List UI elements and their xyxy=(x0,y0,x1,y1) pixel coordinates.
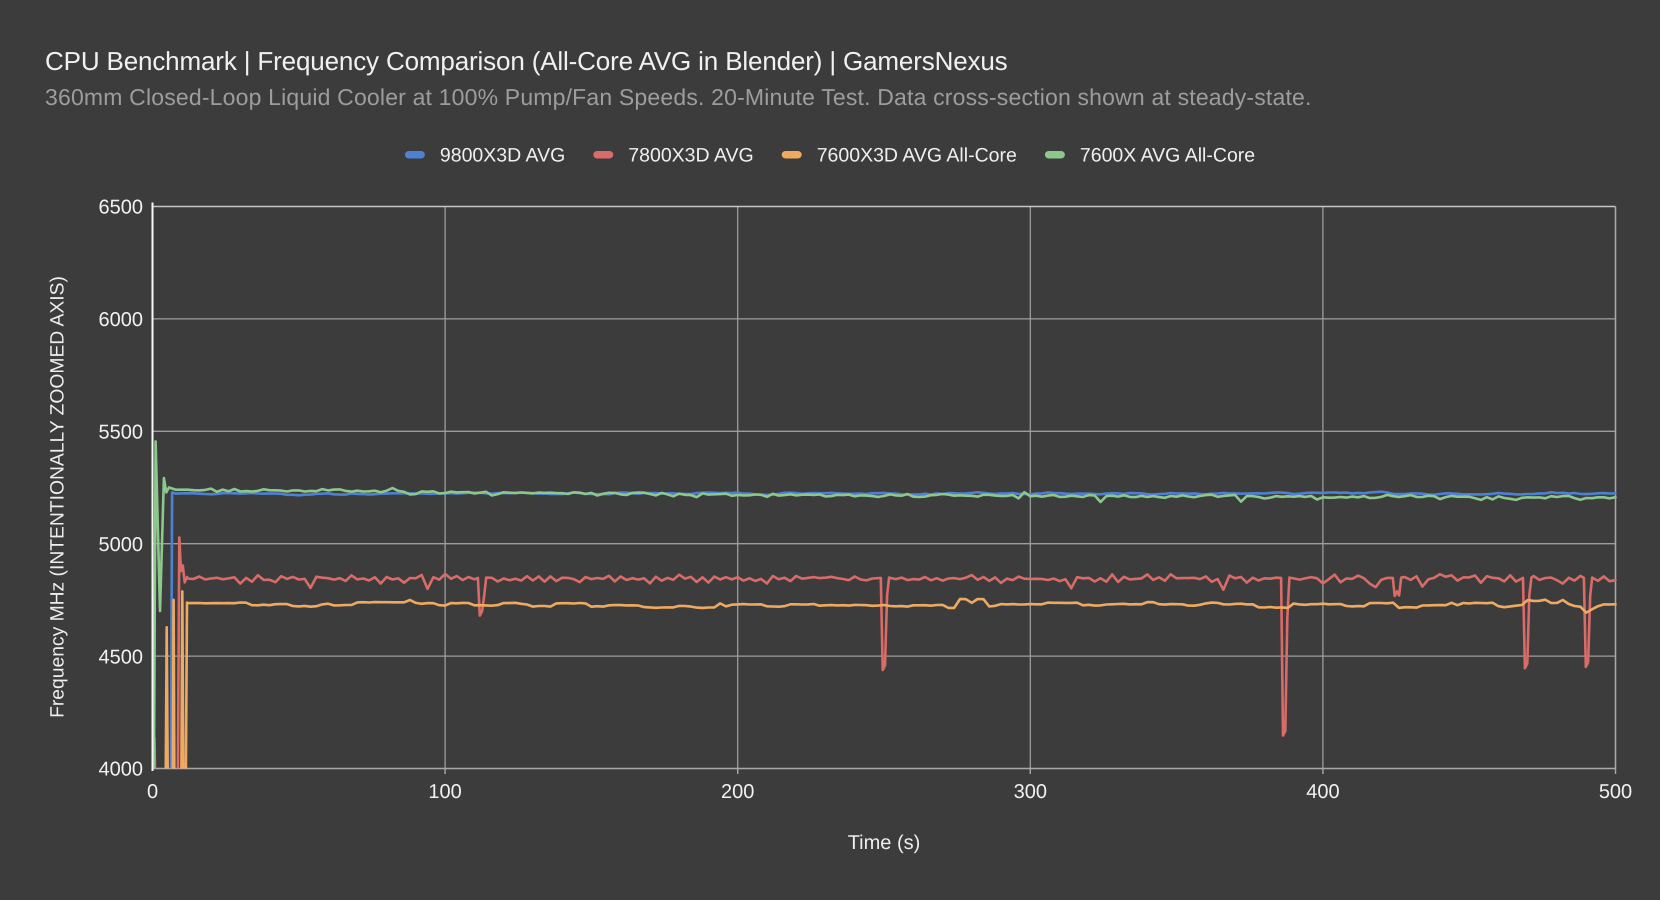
svg-text:400: 400 xyxy=(1306,781,1339,803)
svg-text:300: 300 xyxy=(1014,781,1047,803)
svg-text:7600X AVG All-Core: 7600X AVG All-Core xyxy=(1080,145,1255,167)
svg-text:5000: 5000 xyxy=(99,534,144,556)
svg-text:360mm Closed-Loop Liquid Coole: 360mm Closed-Loop Liquid Cooler at 100% … xyxy=(45,84,1312,110)
svg-text:4500: 4500 xyxy=(99,646,144,668)
svg-text:6500: 6500 xyxy=(99,197,144,219)
svg-text:9800X3D AVG: 9800X3D AVG xyxy=(440,145,565,167)
svg-text:7800X3D AVG: 7800X3D AVG xyxy=(628,145,753,167)
svg-text:CPU Benchmark | Frequency Comp: CPU Benchmark | Frequency Comparison (Al… xyxy=(45,46,1008,76)
svg-text:7600X3D AVG All-Core: 7600X3D AVG All-Core xyxy=(817,145,1017,167)
svg-text:4000: 4000 xyxy=(99,759,144,781)
svg-text:100: 100 xyxy=(428,781,461,803)
svg-text:Frequency MHz (INTENTIONALLY Z: Frequency MHz (INTENTIONALLY ZOOMED AXIS… xyxy=(48,276,69,718)
svg-text:200: 200 xyxy=(721,781,754,803)
svg-text:Time (s): Time (s) xyxy=(848,832,921,854)
svg-text:0: 0 xyxy=(147,781,158,803)
svg-text:500: 500 xyxy=(1599,781,1632,803)
svg-text:6000: 6000 xyxy=(99,309,144,331)
svg-text:5500: 5500 xyxy=(99,422,144,444)
